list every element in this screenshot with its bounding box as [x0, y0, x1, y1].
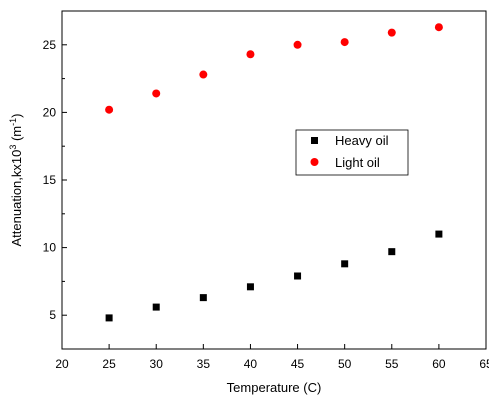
- light-oil-point: [434, 23, 443, 32]
- light-oil-point: [387, 28, 396, 37]
- y-axis-title-prefix: Attenuation,kx10: [9, 150, 24, 247]
- x-tick-label: 65: [479, 357, 489, 371]
- heavy-oil-point: [246, 283, 254, 291]
- x-tick-label: 35: [197, 357, 211, 371]
- legend-light-oil-label: Light oil: [335, 155, 380, 170]
- y-tick-label: 15: [43, 173, 57, 187]
- light-oil-point: [340, 38, 349, 47]
- y-tick-label: 10: [43, 241, 57, 255]
- light-oil-point: [152, 89, 161, 98]
- heavy-oil-point: [435, 230, 443, 238]
- heavy-oil-point: [341, 260, 349, 268]
- y-axis-title-sup1: 3: [8, 145, 18, 150]
- light-oil-point: [199, 70, 208, 79]
- data-markers: [105, 23, 443, 322]
- light-oil-point: [105, 105, 114, 114]
- y-tick-label: 25: [43, 38, 57, 52]
- heavy-oil-point: [388, 248, 396, 256]
- x-axis-title: Temperature (C): [227, 380, 322, 395]
- y-axis-title-middle: (m: [9, 126, 24, 145]
- x-tick-label: 20: [55, 357, 69, 371]
- legend-light-oil-marker: [310, 158, 319, 166]
- x-axis-ticks: 20 25 30 35 40 45 50 55 60 65: [55, 344, 489, 371]
- light-oil-point: [293, 40, 302, 49]
- legend-heavy-oil-label: Heavy oil: [335, 133, 389, 148]
- y-tick-label: 5: [49, 308, 56, 322]
- x-tick-label: 55: [385, 357, 399, 371]
- legend: Heavy oil Light oil: [295, 129, 409, 176]
- y-axis-title: Attenuation,kx103 (m-1): [8, 113, 24, 246]
- heavy-oil-point: [294, 272, 302, 280]
- heavy-oil-point: [152, 303, 160, 311]
- x-tick-label: 50: [338, 357, 352, 371]
- y-axis-title-suffix: ): [9, 113, 24, 117]
- x-tick-label: 45: [291, 357, 305, 371]
- y-axis-title-sup2: -1: [8, 118, 18, 126]
- y-tick-label: 20: [43, 105, 57, 119]
- heavy-oil-point: [105, 314, 113, 322]
- plot-frame: [61, 10, 487, 350]
- x-tick-label: 40: [244, 357, 258, 371]
- x-tick-label: 30: [150, 357, 164, 371]
- heavy-oil-point: [199, 294, 207, 302]
- legend-heavy-oil-marker: [311, 137, 318, 144]
- x-tick-label: 25: [102, 357, 116, 371]
- x-tick-label: 60: [432, 357, 446, 371]
- light-oil-point: [246, 50, 255, 59]
- y-axis-ticks: 5 10 15 20 25: [43, 10, 67, 350]
